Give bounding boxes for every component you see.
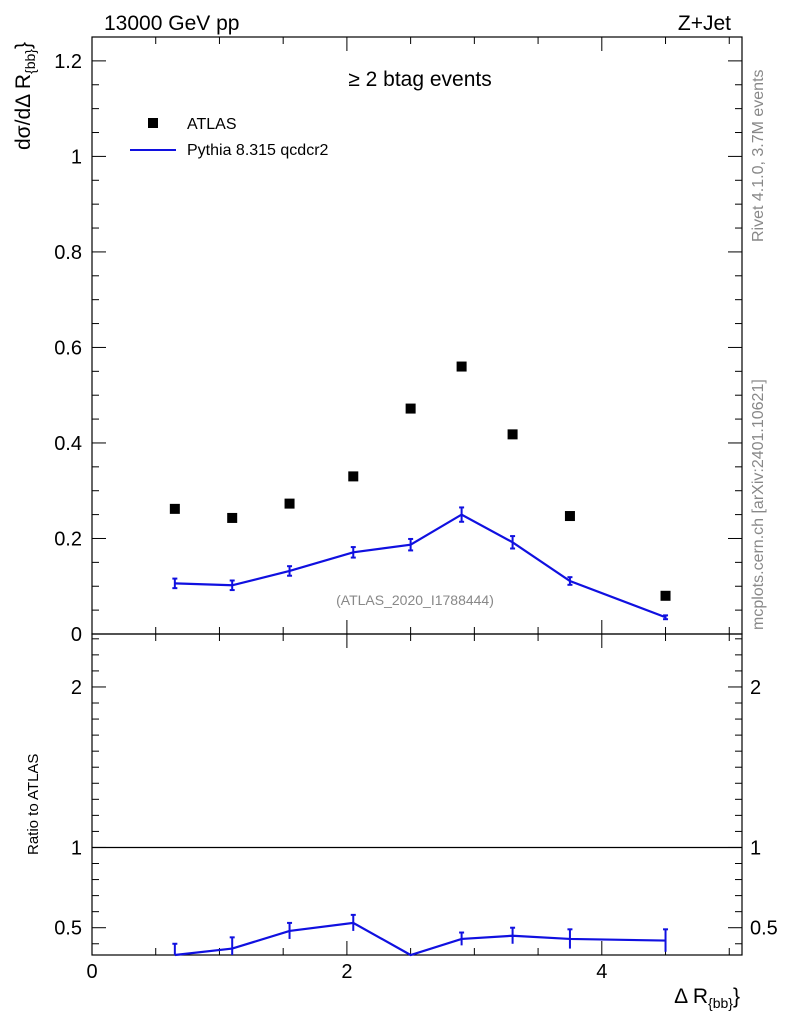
ratio-ytick-label-left: 0.5 [54, 918, 82, 940]
ratio-y-axis-label: Ratio to ATLAS [25, 754, 42, 855]
atlas-data-point [660, 590, 671, 601]
ratio-y-axis-ticks [92, 638, 742, 945]
legend-pythia-label: Pythia 8.315 qcdcr2 [187, 142, 329, 159]
analysis-watermark: (ATLAS_2020_I1788444) [336, 592, 494, 608]
main-x-axis-ticks [91, 37, 730, 634]
main-y-tick-labels: 0 0.2 0.4 0.6 0.8 1 1.2 [54, 51, 82, 646]
x-axis-label: Δ R{bb}} [674, 985, 740, 1011]
ratio-ytick-label-right: 2 [750, 677, 761, 699]
atlas-data-point [507, 429, 518, 440]
ratio-x-axis-ticks [91, 634, 730, 955]
atlas-data-point [284, 498, 295, 509]
rivet-version-label: Rivet 4.1.0, 3.7M events [750, 69, 767, 242]
ratio-ytick-label-left: 1 [71, 837, 82, 859]
main-y-label-subscript: {bb} [22, 49, 38, 74]
ratio-ytick-label-right: 0.5 [750, 918, 778, 940]
main-mc-series [172, 506, 669, 621]
ratio-ytick-label-left: 2 [71, 677, 82, 699]
ratio-ytick-label-right: 1 [750, 837, 761, 859]
atlas-data-point [169, 503, 180, 514]
svg-text:Δ R{bb}}: Δ R{bb}} [674, 985, 740, 1011]
header-process-label: Z+Jet [678, 12, 731, 35]
ratio-x-tick-labels: 0 2 4 [86, 961, 607, 983]
main-ytick-label: 1.2 [54, 51, 82, 73]
main-ytick-label: 1 [71, 146, 82, 168]
atlas-data-point [564, 511, 575, 522]
ratio-xtick-label: 2 [341, 961, 352, 983]
mcplots-source-label: mcplots.cern.ch [arXiv:2401.10621] [750, 379, 767, 630]
svg-text:dσ/dΔ R{bb}}: dσ/dΔ R{bb}} [12, 42, 38, 150]
atlas-data-point [227, 512, 238, 523]
legend-atlas-marker [148, 118, 158, 128]
main-data-series [169, 361, 671, 601]
atlas-data-point [348, 471, 359, 482]
main-y-axis-ticks [92, 36, 742, 635]
main-ytick-label: 0 [71, 624, 82, 646]
legend-atlas-label: ATLAS [187, 116, 237, 133]
atlas-data-point [456, 361, 467, 372]
header-energy-label: 13000 GeV pp [104, 12, 239, 35]
main-y-axis-label: dσ/dΔ R{bb}} [12, 42, 38, 150]
main-ytick-label: 0.6 [54, 337, 82, 359]
ratio-line [174, 921, 666, 957]
chart-title: ≥ 2 btag events [348, 68, 491, 91]
main-ytick-label: 0.4 [54, 433, 82, 455]
atlas-data-point [405, 403, 416, 414]
main-y-label-text: dσ/dΔ R [12, 74, 35, 150]
main-ytick-label: 0.8 [54, 242, 82, 264]
x-label-subscript: {bb} [708, 995, 733, 1011]
main-ytick-label: 0.2 [54, 528, 82, 550]
x-label-text: Δ R [674, 985, 708, 1008]
ratio-series [172, 913, 669, 957]
ratio-xtick-label: 4 [596, 961, 607, 983]
ratio-y-tick-labels: 0.5 0.5 1 1 2 2 [54, 677, 778, 940]
ratio-panel-frame [91, 633, 743, 956]
ratio-xtick-label: 0 [86, 961, 97, 983]
legend: ATLAS Pythia 8.315 qcdcr2 [130, 116, 329, 159]
